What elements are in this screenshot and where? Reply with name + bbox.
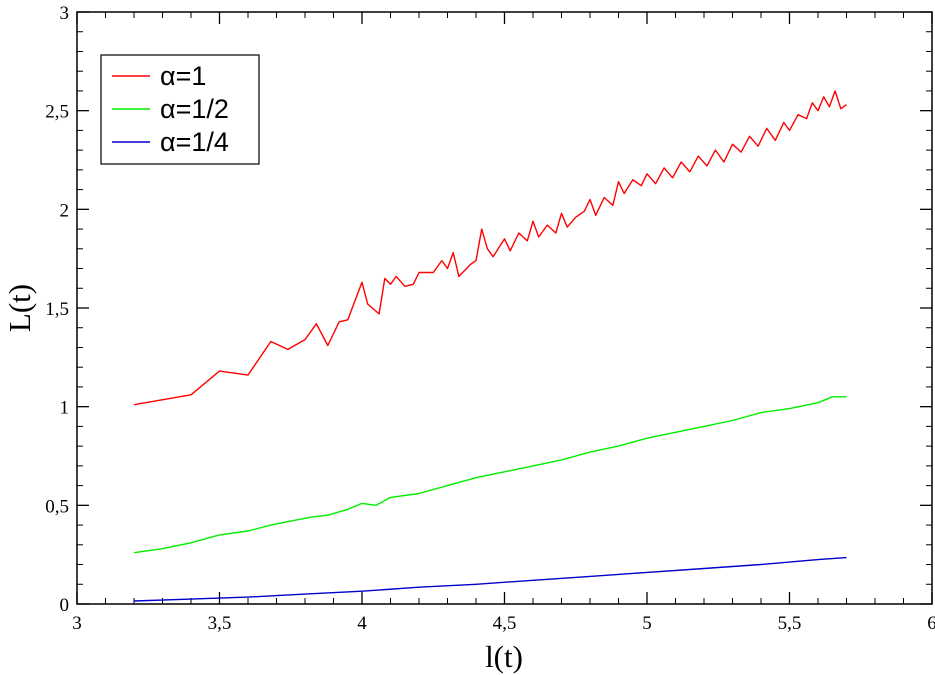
y-tick-label: 2,5 [45,102,69,123]
x-axis-ticks: 3 3,5 4 4,5 5 5,5 6 [72,12,935,634]
legend-label-3: α=1/4 [160,127,229,157]
x-tick-label: 5 [642,613,652,634]
x-tick-label: 4 [357,613,367,634]
series-layer [133,90,847,602]
series-line-1 [133,90,847,406]
y-axis-ticks: 0 0,5 1 1,5 2 2,5 3 [45,3,932,616]
y-tick-label: 0 [60,595,70,616]
y-axis-title: L(t) [2,284,37,332]
series-line-3 [133,556,847,602]
x-tick-label: 6 [927,613,935,634]
x-tick-label: 5,5 [778,613,802,634]
x-axis-title: l(t) [485,639,523,674]
legend-label-1: α=1 [160,61,206,91]
y-tick-label: 0,5 [45,496,69,517]
y-tick-label: 1 [60,398,70,419]
legend-label-2: α=1/2 [160,94,229,124]
legend-entries: α=1α=1/2α=1/4 [112,61,229,157]
legend: α=1α=1/2α=1/4 [100,54,260,165]
x-tick-label: 4,5 [493,613,517,634]
y-tick-label: 2 [60,200,70,221]
series-line-2 [133,396,847,554]
y-tick-label: 1,5 [45,299,69,320]
x-tick-label: 3 [72,613,82,634]
y-tick-label: 3 [60,3,70,24]
x-tick-label: 3,5 [208,613,232,634]
